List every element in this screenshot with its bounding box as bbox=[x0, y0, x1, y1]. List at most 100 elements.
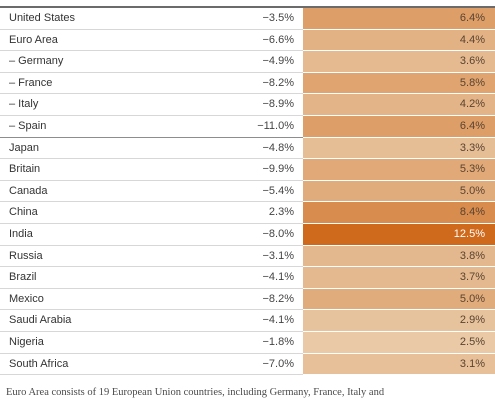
growth-2021-value: 2.9% bbox=[459, 314, 485, 327]
row-left-section: – Italy −8.9% bbox=[0, 94, 303, 116]
row-left-section: Euro Area −6.6% bbox=[0, 30, 303, 52]
growth-2021-heat-cell: 2.9% bbox=[303, 310, 495, 332]
growth-2020-value: −4.8% bbox=[262, 141, 295, 154]
row-left-section: United States −3.5% bbox=[0, 8, 303, 30]
growth-2021-value: 3.8% bbox=[459, 249, 485, 262]
growth-2021-value: 3.1% bbox=[459, 357, 485, 370]
growth-2021-heat-cell: 2.5% bbox=[303, 331, 495, 354]
row-left-section: Canada −5.4% bbox=[0, 181, 303, 203]
growth-2021-value: 4.4% bbox=[459, 33, 485, 46]
table-top-rule bbox=[0, 6, 495, 8]
growth-2020-value: −8.2% bbox=[262, 292, 295, 305]
country-name: Britain bbox=[9, 163, 41, 176]
growth-2021-heat-cell: 4.4% bbox=[303, 29, 495, 52]
growth-2021-heat-cell: 5.8% bbox=[303, 72, 495, 95]
row-left-section: Britain −9.9% bbox=[0, 159, 303, 181]
country-name: India bbox=[9, 227, 33, 240]
country-name: Brazil bbox=[9, 271, 37, 284]
growth-2020-value: −1.8% bbox=[262, 335, 295, 348]
table-row: – Germany −4.9% 3.6% bbox=[0, 51, 495, 73]
country-name: Japan bbox=[9, 141, 39, 154]
country-name: China bbox=[9, 206, 38, 219]
row-left-section: Mexico −8.2% bbox=[0, 289, 303, 311]
growth-2021-heat-cell: 3.8% bbox=[303, 245, 495, 268]
country-name: Mexico bbox=[9, 292, 44, 305]
growth-2021-heat-cell: 3.3% bbox=[303, 137, 495, 160]
country-name: United States bbox=[9, 12, 76, 24]
growth-2021-heat-cell: 4.2% bbox=[303, 94, 495, 116]
country-name: Canada bbox=[9, 184, 48, 197]
growth-2021-value: 5.3% bbox=[459, 163, 485, 176]
growth-2020-value: −6.6% bbox=[262, 33, 295, 46]
growth-2021-heat-cell: 6.4% bbox=[303, 115, 495, 138]
growth-2020-value: 2.3% bbox=[268, 206, 294, 219]
growth-2021-value: 5.8% bbox=[459, 76, 485, 89]
growth-2021-heat-cell: 8.4% bbox=[303, 202, 495, 224]
row-left-section: Brazil −4.1% bbox=[0, 267, 303, 289]
growth-2020-value: −5.4% bbox=[262, 184, 295, 197]
growth-2020-value: −8.0% bbox=[262, 227, 295, 240]
row-left-section: – Germany −4.9% bbox=[0, 51, 303, 73]
row-left-section: – France −8.2% bbox=[0, 73, 303, 95]
table-footnote: Euro Area consists of 19 European Union … bbox=[6, 387, 385, 398]
table-row: Brazil −4.1% 3.7% bbox=[0, 267, 495, 289]
table-row: United States −3.5% 6.4% bbox=[0, 8, 495, 30]
table-row: South Africa −7.0% 3.1% bbox=[0, 353, 495, 376]
country-name: – France bbox=[9, 76, 53, 89]
growth-2021-value: 2.5% bbox=[459, 335, 485, 348]
growth-2021-heat-cell: 3.1% bbox=[303, 353, 495, 376]
growth-2021-value: 12.5% bbox=[453, 227, 485, 240]
table-row: China 2.3% 8.4% bbox=[0, 202, 495, 224]
row-left-section: South Africa −7.0% bbox=[0, 354, 303, 376]
country-name: Euro Area bbox=[9, 33, 58, 46]
growth-2021-value: 8.4% bbox=[459, 206, 485, 219]
growth-2021-heat-cell: 3.6% bbox=[303, 51, 495, 73]
growth-2020-value: −3.5% bbox=[262, 12, 295, 24]
table-row: Saudi Arabia −4.1% 2.9% bbox=[0, 310, 495, 332]
country-name: Saudi Arabia bbox=[9, 314, 72, 327]
table-row: Canada −5.4% 5.0% bbox=[0, 180, 495, 203]
row-left-section: Japan −4.8% bbox=[0, 138, 303, 160]
row-left-section: Nigeria −1.8% bbox=[0, 332, 303, 354]
growth-2021-value: 6.4% bbox=[459, 12, 485, 24]
growth-2021-value: 3.6% bbox=[459, 55, 485, 68]
country-name: – Spain bbox=[9, 119, 47, 132]
growth-2020-value: −8.2% bbox=[262, 76, 295, 89]
country-name: Nigeria bbox=[9, 335, 44, 348]
growth-2020-value: −7.0% bbox=[262, 357, 295, 370]
growth-2020-value: −4.1% bbox=[262, 271, 295, 284]
growth-2020-value: −3.1% bbox=[262, 249, 295, 262]
row-left-section: China 2.3% bbox=[0, 202, 303, 224]
country-name: South Africa bbox=[9, 357, 69, 370]
table-row: Japan −4.8% 3.3% bbox=[0, 137, 495, 160]
growth-2020-value: −4.9% bbox=[262, 55, 295, 68]
growth-2021-value: 5.0% bbox=[459, 184, 485, 197]
country-name: Russia bbox=[9, 249, 43, 262]
table-row: – Spain −11.0% 6.4% bbox=[0, 115, 495, 138]
growth-2021-value: 5.0% bbox=[459, 292, 485, 305]
table-row: – France −8.2% 5.8% bbox=[0, 72, 495, 95]
growth-2021-heat-cell: 5.0% bbox=[303, 180, 495, 203]
growth-2021-value: 4.2% bbox=[459, 98, 485, 111]
growth-2021-heat-cell: 12.5% bbox=[303, 223, 495, 246]
growth-2020-value: −8.9% bbox=[262, 98, 295, 111]
row-left-section: Russia −3.1% bbox=[0, 246, 303, 268]
country-name: – Germany bbox=[9, 55, 64, 68]
growth-2021-value: 3.3% bbox=[459, 141, 485, 154]
growth-2021-value: 3.7% bbox=[459, 271, 485, 284]
country-name: – Italy bbox=[9, 98, 39, 111]
growth-2020-value: −4.1% bbox=[262, 314, 295, 327]
growth-2021-heat-cell: 3.7% bbox=[303, 267, 495, 289]
table-row: India −8.0% 12.5% bbox=[0, 223, 495, 246]
row-left-section: Saudi Arabia −4.1% bbox=[0, 310, 303, 332]
table-row: Mexico −8.2% 5.0% bbox=[0, 288, 495, 311]
table-row: Euro Area −6.6% 4.4% bbox=[0, 29, 495, 52]
growth-2021-heat-cell: 5.3% bbox=[303, 159, 495, 181]
table-row: – Italy −8.9% 4.2% bbox=[0, 94, 495, 116]
row-left-section: India −8.0% bbox=[0, 224, 303, 246]
growth-2021-heat-cell: 6.4% bbox=[303, 8, 495, 30]
growth-2020-value: −11.0% bbox=[257, 119, 294, 132]
table-row: Russia −3.1% 3.8% bbox=[0, 245, 495, 268]
table-row: Nigeria −1.8% 2.5% bbox=[0, 331, 495, 354]
table-row: Britain −9.9% 5.3% bbox=[0, 159, 495, 181]
